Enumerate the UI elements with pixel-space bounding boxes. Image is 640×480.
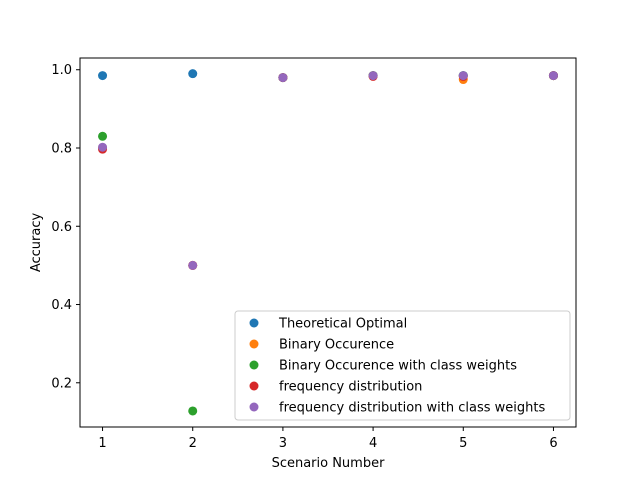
plot-frame	[79, 57, 577, 428]
y-axis-title: Accuracy	[29, 213, 44, 273]
legend-marker	[249, 402, 259, 412]
legend-marker	[249, 381, 259, 391]
y-tick-label: 0.2	[51, 376, 72, 391]
legend-label: Theoretical Optimal	[278, 317, 407, 332]
legend-marker	[249, 339, 259, 349]
data-point-series-5	[458, 71, 468, 81]
legend-label: frequency distribution	[279, 380, 422, 395]
y-tick-label: 0.6	[51, 220, 72, 235]
legend-label: Binary Occurence with class weights	[279, 359, 517, 374]
data-points	[98, 69, 558, 416]
x-tick-label: 4	[369, 436, 377, 451]
legend: Theoretical Optimal Binary Occurence Binar…	[234, 310, 571, 421]
x-axis-title: Scenario Number	[272, 456, 386, 471]
x-axis-ticks: 1 2 3 4 5 6	[98, 427, 558, 451]
legend-label: Binary Occurence	[279, 338, 394, 353]
x-tick-label: 5	[459, 436, 467, 451]
data-point-series-5	[548, 71, 558, 81]
x-tick-label: 2	[189, 436, 197, 451]
y-axis-ticks: 0.2 0.4 0.6 0.8 1.0	[51, 63, 80, 391]
y-tick-label: 0.8	[51, 142, 72, 157]
legend-label: frequency distribution with class weight…	[279, 401, 545, 416]
x-tick-label: 6	[549, 436, 557, 451]
x-tick-label: 1	[98, 436, 106, 451]
data-point-series-5	[368, 71, 378, 81]
data-point-series-5	[188, 260, 198, 270]
y-tick-label: 0.4	[51, 298, 72, 313]
data-point-series-1	[188, 69, 198, 79]
legend-marker	[249, 360, 259, 370]
legend-marker	[249, 318, 259, 328]
y-tick-label: 1.0	[51, 63, 72, 78]
x-tick-label: 3	[279, 436, 287, 451]
legend-box	[234, 310, 571, 421]
data-point-series-3	[188, 406, 198, 416]
data-point-series-1	[98, 71, 108, 81]
data-point-series-5	[278, 73, 288, 83]
data-point-series-3	[98, 131, 108, 141]
data-point-series-5	[98, 142, 108, 152]
